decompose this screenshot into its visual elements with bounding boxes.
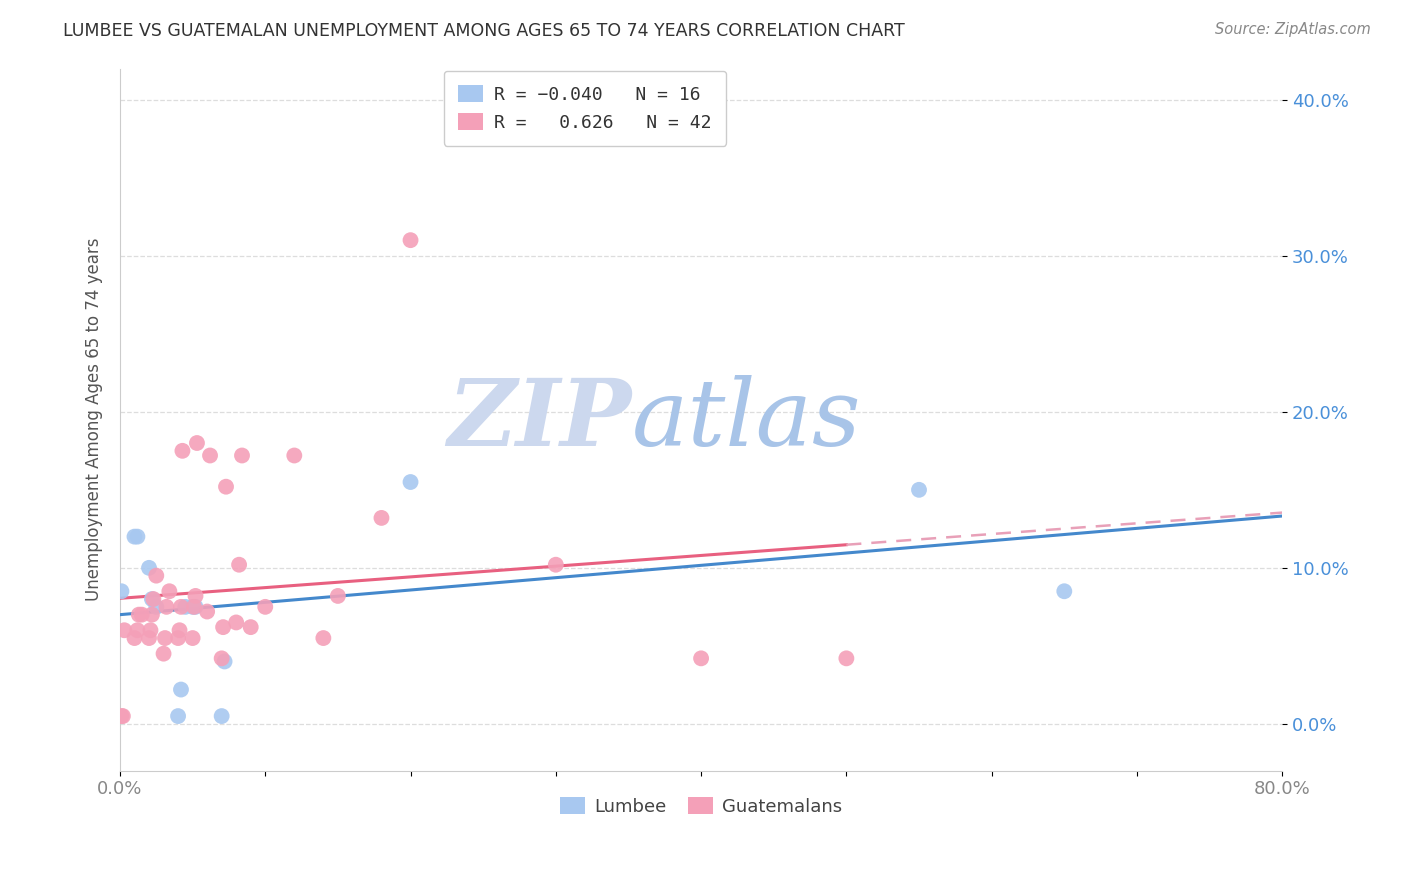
Point [172,443,194,458]
Point [174,599,197,614]
Point [170,599,193,614]
Point [690,651,713,665]
Point [195,605,218,619]
Point [184,599,207,614]
Point [167,631,190,645]
Point [283,449,305,463]
Point [239,620,262,634]
Point [908,483,931,497]
Point [228,558,250,572]
Point [169,624,191,638]
Point [138,631,160,645]
Point [254,599,277,614]
Point [127,624,149,638]
Point [141,607,163,622]
Point [211,651,233,665]
Point [131,607,153,622]
Point [111,709,134,723]
Point [544,558,567,572]
Point [139,624,162,638]
Point [214,655,236,669]
Point [312,631,335,645]
Text: atlas: atlas [631,375,860,465]
Point [399,475,422,489]
Point [198,449,221,463]
Point [183,599,205,614]
Point [124,631,146,645]
Text: Source: ZipAtlas.com: Source: ZipAtlas.com [1215,22,1371,37]
Point [167,709,190,723]
Text: LUMBEE VS GUATEMALAN UNEMPLOYMENT AMONG AGES 65 TO 74 YEARS CORRELATION CHART: LUMBEE VS GUATEMALAN UNEMPLOYMENT AMONG … [63,22,905,40]
Point [1053,584,1076,599]
Point [170,682,193,697]
Point [141,592,163,607]
Text: ZIP: ZIP [447,375,631,465]
Point [211,709,233,723]
Point [184,589,207,603]
Point [835,651,858,665]
Point [212,620,235,634]
Point [138,561,160,575]
Point [128,607,150,622]
Point [181,631,204,645]
Point [110,709,132,723]
Legend: Lumbee, Guatemalans: Lumbee, Guatemalans [551,788,852,825]
Point [152,647,174,661]
Point [225,615,247,630]
Point [142,592,165,607]
Y-axis label: Unemployment Among Ages 65 to 74 years: Unemployment Among Ages 65 to 74 years [86,238,103,601]
Point [145,568,167,582]
Point [157,584,180,599]
Point [110,584,132,599]
Point [370,511,392,525]
Point [112,624,135,638]
Point [181,599,204,614]
Point [326,589,349,603]
Point [124,530,146,544]
Point [153,631,176,645]
Point [127,530,149,544]
Point [399,233,422,247]
Point [231,449,253,463]
Point [145,599,167,614]
Point [155,599,177,614]
Point [186,436,208,450]
Point [215,480,238,494]
